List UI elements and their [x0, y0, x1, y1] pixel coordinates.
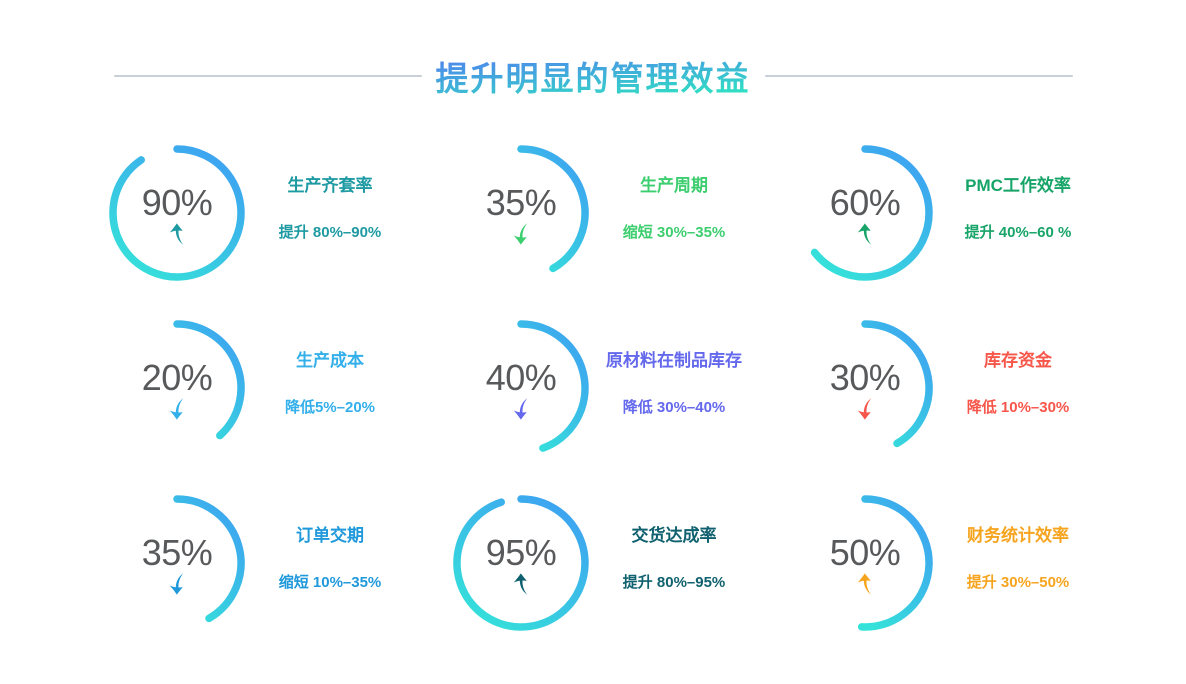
metric-value: 60%	[829, 182, 901, 223]
metric-label: 生产周期	[640, 176, 708, 195]
trend-down-icon	[169, 398, 183, 420]
trend-icon-wrap	[790, 573, 940, 595]
trend-icon-wrap	[102, 398, 252, 420]
trend-up-icon	[169, 223, 183, 245]
metric-value: 40%	[485, 357, 557, 398]
trend-down-icon	[513, 223, 527, 245]
trend-up-icon	[857, 573, 871, 595]
gauge-arc	[453, 495, 589, 631]
metric-value: 50%	[829, 532, 901, 573]
gauge-ring: 35%	[102, 488, 252, 638]
title-rule-left	[113, 75, 422, 77]
metric-desc: 降低 10%–30%	[966, 399, 1070, 416]
gauge-ring: 20%	[102, 313, 252, 463]
metric-card: 35% 生产周期 缩短 30%–35%	[444, 115, 788, 290]
gauge-arc	[861, 320, 933, 448]
trend-icon-wrap	[790, 398, 940, 420]
trend-down-icon	[857, 398, 871, 420]
trend-icon-wrap	[446, 223, 596, 245]
metric-desc: 缩短 30%–35%	[622, 224, 726, 241]
metric-label: 生产齐套率	[287, 176, 373, 195]
metric-desc: 降低 30%–40%	[622, 399, 726, 416]
gauge-ring: 90%	[102, 138, 252, 288]
metric-label: 原材料在制品库存	[606, 351, 742, 370]
metrics-grid: 90% 生产齐套率 提升 80%–90% 35% 生产周期	[100, 115, 1132, 640]
metric-value: 35%	[485, 182, 557, 223]
gauge-ring: 35%	[446, 138, 596, 288]
metric-info: 财务统计效率 提升 30%–50%	[940, 521, 1132, 592]
gauge-arc	[517, 320, 589, 452]
trend-up-icon	[513, 573, 527, 595]
metric-label: 库存资金	[984, 351, 1052, 370]
metric-desc: 提升 80%–95%	[622, 574, 726, 591]
trend-icon-wrap	[790, 223, 940, 245]
metric-desc: 提升 80%–90%	[278, 224, 382, 241]
gauge-arc	[173, 495, 245, 623]
metric-info: PMC工作效率 提升 40%–60 %	[940, 171, 1132, 242]
trend-down-icon	[513, 398, 527, 420]
metric-card: 95% 交货达成率 提升 80%–95%	[444, 465, 788, 640]
gauge-ring: 50%	[790, 488, 940, 638]
gauge-arc	[517, 145, 589, 273]
metric-value: 35%	[141, 532, 213, 573]
metric-desc: 提升 30%–50%	[966, 574, 1070, 591]
gauge-ring: 60%	[790, 138, 940, 288]
metric-label: 订单交期	[296, 526, 364, 545]
title-rule-right	[764, 75, 1073, 77]
metric-card: 60% PMC工作效率 提升 40%–60 %	[788, 115, 1132, 290]
metric-info: 生产成本 降低5%–20%	[252, 346, 444, 417]
metric-card: 90% 生产齐套率 提升 80%–90%	[100, 115, 444, 290]
metric-info: 订单交期 缩短 10%–35%	[252, 521, 444, 592]
metric-card: 40% 原材料在制品库存 降低 30%–40%	[444, 290, 788, 465]
metric-value: 90%	[141, 182, 213, 223]
metric-label: 交货达成率	[631, 526, 717, 545]
metric-label: 财务统计效率	[967, 526, 1069, 545]
metric-card: 20% 生产成本 降低5%–20%	[100, 290, 444, 465]
trend-icon-wrap	[102, 573, 252, 595]
gauge-ring: 95%	[446, 488, 596, 638]
gauge-arc	[810, 145, 933, 281]
gauge-arc	[857, 495, 933, 631]
trend-down-icon	[169, 573, 183, 595]
metric-label: 生产成本	[296, 351, 364, 370]
page-title: 提升明显的管理效益	[436, 52, 751, 100]
metric-value: 30%	[829, 357, 901, 398]
metric-label: PMC工作效率	[965, 176, 1071, 195]
gauge-arc	[173, 320, 245, 440]
metric-value: 95%	[485, 532, 557, 573]
metric-card: 30% 库存资金 降低 10%–30%	[788, 290, 1132, 465]
page-header: 提升明显的管理效益	[0, 52, 1186, 100]
metric-info: 库存资金 降低 10%–30%	[940, 346, 1132, 417]
metric-info: 原材料在制品库存 降低 30%–40%	[596, 346, 788, 417]
gauge-ring: 30%	[790, 313, 940, 463]
metric-card: 50% 财务统计效率 提升 30%–50%	[788, 465, 1132, 640]
trend-icon-wrap	[446, 573, 596, 595]
metric-desc: 降低5%–20%	[284, 399, 376, 416]
trend-icon-wrap	[446, 398, 596, 420]
gauge-ring: 40%	[446, 313, 596, 463]
gauge-arc	[109, 145, 245, 281]
metric-desc: 提升 40%–60 %	[964, 224, 1072, 241]
metric-info: 交货达成率 提升 80%–95%	[596, 521, 788, 592]
metric-card: 35% 订单交期 缩短 10%–35%	[100, 465, 444, 640]
trend-icon-wrap	[102, 223, 252, 245]
metric-value: 20%	[141, 357, 213, 398]
metric-info: 生产齐套率 提升 80%–90%	[252, 171, 444, 242]
trend-up-icon	[857, 223, 871, 245]
metric-info: 生产周期 缩短 30%–35%	[596, 171, 788, 242]
metric-desc: 缩短 10%–35%	[278, 574, 382, 591]
